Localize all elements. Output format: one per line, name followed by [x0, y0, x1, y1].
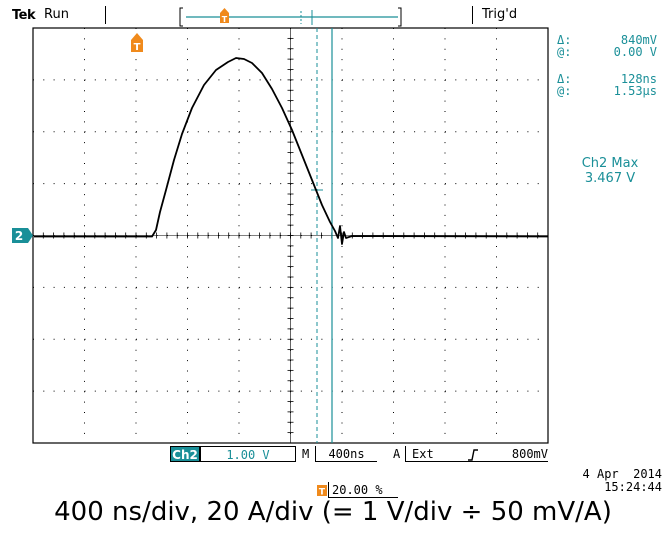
cursor-time-readout: Δ: 128ns @: 1.53µs — [557, 73, 657, 97]
trigger-percent-icon: T — [317, 485, 327, 496]
svg-text:2: 2 — [15, 229, 23, 243]
record-view-bracket — [179, 7, 402, 27]
timestamp: 4 Apr 2014 15:24:44 — [560, 468, 662, 494]
svg-text:T: T — [319, 488, 326, 497]
time-at-value: 1.53µs — [613, 84, 657, 98]
graticule — [32, 27, 549, 444]
svg-text:T: T — [134, 42, 141, 53]
trigger-position-icon: T — [131, 33, 143, 53]
header-trigger-marker-icon: T — [220, 8, 229, 24]
brand-label: Tek — [12, 8, 36, 23]
voltage-delta-symbol: Δ: — [557, 33, 572, 47]
voltage-at-value: 0.00 V — [613, 45, 657, 59]
trigger-level: 800mV — [511, 447, 548, 461]
date-label: 4 Apr 2014 — [582, 467, 662, 481]
channel-2-marker-icon[interactable]: 2 — [12, 228, 33, 243]
volts-per-div-readout[interactable]: 1.00 V — [200, 446, 296, 462]
figure-caption: 400 ns/div, 20 A/div (= 1 V/div ÷ 50 mV/… — [54, 497, 612, 527]
voltage-delta-value: 840mV — [620, 33, 657, 47]
time-delta-symbol: Δ: — [557, 72, 572, 86]
timebase-prefix: M — [302, 447, 310, 461]
header-divider-left — [105, 6, 106, 24]
cursor-voltage-readout: Δ: 840mV @: 0.00 V — [557, 34, 657, 58]
timebase-readout[interactable]: 400ns — [315, 446, 377, 462]
trigger-position-readout[interactable]: 20.00 % — [328, 482, 398, 498]
trigger-mode: A — [393, 447, 401, 461]
svg-text:T: T — [222, 15, 228, 24]
voltage-at-symbol: @: — [557, 45, 572, 59]
time-label: 15:24:44 — [604, 480, 662, 494]
trigger-status: Trig'd — [482, 7, 518, 22]
trigger-slope-icon: ​ — [467, 446, 479, 461]
trigger-source: Ext — [412, 447, 434, 461]
channel-tag[interactable]: Ch2 — [170, 446, 200, 462]
measurement-readout: Ch2 Max 3.467 V — [560, 156, 660, 186]
trigger-readout[interactable]: Ext ​ 800mV — [405, 446, 548, 462]
time-at-symbol: @: — [557, 84, 572, 98]
header-divider-right — [472, 6, 473, 24]
measurement-label: Ch2 Max — [581, 156, 639, 171]
measurement-value: 3.467 V — [584, 171, 636, 186]
ch2-waveform-trace — [34, 57, 549, 245]
time-delta-value: 128ns — [620, 72, 657, 86]
acquisition-state: Run — [44, 7, 69, 22]
